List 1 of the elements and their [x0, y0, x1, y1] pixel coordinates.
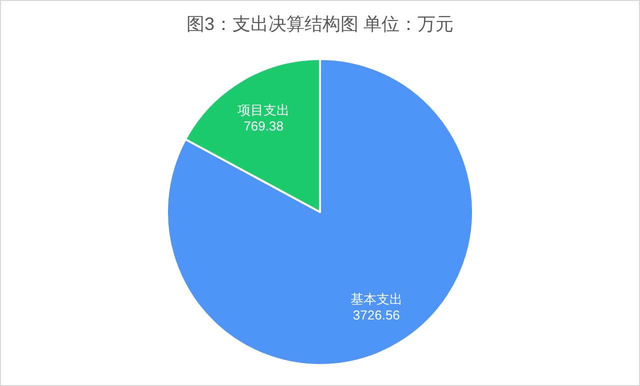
chart-title: 图3：支出决算结构图 单位：万元 [186, 14, 454, 34]
